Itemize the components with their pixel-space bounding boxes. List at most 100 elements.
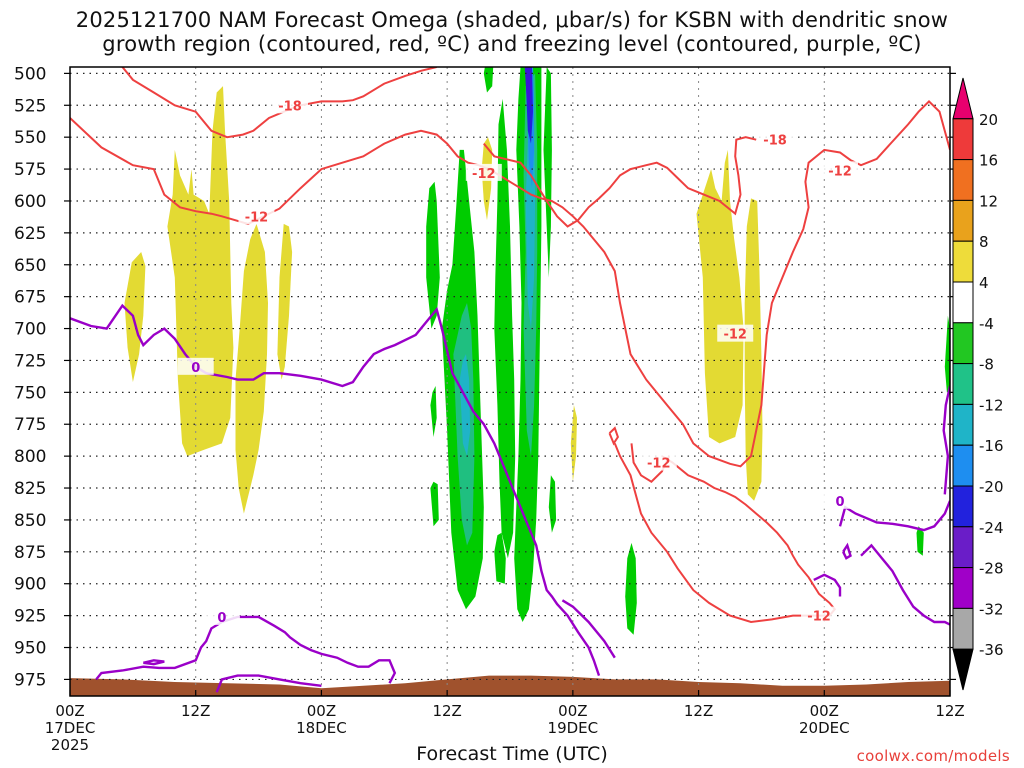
y-tick-label-600: 600 bbox=[14, 192, 46, 212]
omega-region-20 bbox=[944, 315, 950, 393]
colorbar-swatch-2 bbox=[952, 159, 974, 201]
omega-region-18 bbox=[625, 542, 637, 635]
y-tick-label-525: 525 bbox=[14, 96, 46, 116]
omega-region-3 bbox=[277, 223, 293, 380]
colorbar-swatch-8 bbox=[952, 403, 974, 446]
x-tick-date-72: 20DEC bbox=[799, 719, 850, 737]
dgz-contour-label-0-3: -12 bbox=[828, 164, 852, 179]
dgz-contour-label-bg-0-3 bbox=[822, 161, 858, 179]
omega-region-7 bbox=[744, 198, 763, 501]
freezing-contour-label-1-0: 0 bbox=[217, 611, 226, 626]
freezing-contour-label-6-0: 0 bbox=[835, 495, 844, 510]
colorbar-label-4: 4 bbox=[979, 274, 989, 292]
freezing-contour-9 bbox=[860, 543, 950, 626]
credit-text[interactable]: coolwx.com/models bbox=[856, 747, 1010, 765]
x-tick-date-24: 18DEC bbox=[296, 719, 347, 737]
x-tick-label-12: 12Z bbox=[181, 702, 210, 720]
y-tick-label-625: 625 bbox=[14, 224, 46, 244]
dgz-contour-3 bbox=[608, 426, 620, 446]
plot-frame bbox=[69, 66, 951, 697]
x-tick-label-60: 12Z bbox=[684, 702, 713, 720]
freezing-contour-label-bg-0-0 bbox=[177, 357, 214, 375]
colorbar-swatch-12 bbox=[952, 567, 974, 609]
dgz-contour-label-bg-2-0 bbox=[801, 606, 838, 624]
dgz-contour-label-0-2: -12 bbox=[723, 328, 747, 343]
dgz-contour-label-bg-0-0 bbox=[238, 207, 275, 225]
omega-region-8 bbox=[426, 181, 440, 329]
y-tick-label-825: 825 bbox=[14, 479, 46, 499]
colorbar-swatch-3 bbox=[952, 199, 974, 242]
y-tick-label-500: 500 bbox=[14, 64, 46, 84]
freezing-contour-7 bbox=[842, 542, 852, 560]
colorbar-bottom-arrow bbox=[952, 648, 974, 691]
colorbar-label-8: -16 bbox=[979, 437, 1004, 455]
y-tick-label-700: 700 bbox=[14, 320, 46, 340]
terrain-surface bbox=[70, 675, 950, 696]
omega-region-16 bbox=[483, 67, 494, 93]
freezing-contour-4 bbox=[561, 599, 616, 659]
y-tick-label-750: 750 bbox=[14, 383, 46, 403]
omega-region-15 bbox=[543, 67, 552, 278]
freezing-contour-label-0-0: 0 bbox=[191, 361, 200, 376]
omega-region-17 bbox=[548, 475, 557, 533]
omega-region-5 bbox=[570, 405, 577, 482]
dgz-contour-label-bg-0-1 bbox=[465, 163, 502, 181]
y-axis: 500 525 550 575 600 625 650 675 700 725 750 775 800 8… bbox=[14, 64, 956, 690]
colorbar-label-3: 8 bbox=[979, 233, 989, 251]
dgz-contour-label-0-1: -12 bbox=[472, 167, 496, 182]
x-tick-label-84: 12Z bbox=[935, 702, 964, 720]
omega-region-13 bbox=[494, 98, 516, 559]
y-tick-label-575: 575 bbox=[14, 160, 46, 180]
colorbar-swatch-6 bbox=[952, 322, 974, 365]
x-tick-label-72: 00Z bbox=[810, 702, 839, 720]
colorbar-label-13: -36 bbox=[979, 641, 1004, 659]
x-tick-year-0: 2025 bbox=[51, 736, 89, 754]
y-tick-label-725: 725 bbox=[14, 351, 46, 371]
y-tick-label-950: 950 bbox=[14, 639, 46, 659]
y-tick-label-925: 925 bbox=[14, 607, 46, 627]
chart-title-line-2: growth region (contoured, red, ºC) and f… bbox=[102, 32, 922, 56]
y-tick-label-900: 900 bbox=[14, 575, 46, 595]
y-tick-label-875: 875 bbox=[14, 543, 46, 563]
colorbar-label-12: -32 bbox=[979, 600, 1004, 618]
freezing-contour-8 bbox=[942, 385, 950, 495]
omega-region-19 bbox=[916, 526, 924, 556]
freezing-contour-2 bbox=[143, 659, 165, 666]
y-tick-label-650: 650 bbox=[14, 256, 46, 276]
dgz-contour-label-2-0: -12 bbox=[807, 610, 831, 625]
freezing-contour-label-bg-1-0 bbox=[203, 607, 240, 625]
y-tick-label-975: 975 bbox=[14, 670, 46, 690]
omega-region-12 bbox=[494, 532, 506, 584]
freezing-contour-label-bg-6-0 bbox=[822, 491, 858, 509]
dgz-contour-label-bg-0-2 bbox=[717, 324, 754, 342]
dgz-contour-label-5-0: -18 bbox=[763, 134, 787, 149]
x-tick-label-36: 12Z bbox=[432, 702, 461, 720]
omega-region-1 bbox=[167, 86, 234, 457]
contour-layer bbox=[70, 67, 950, 693]
x-tick-label-24: 00Z bbox=[307, 702, 336, 720]
colorbar-swatch-10 bbox=[952, 485, 974, 528]
dgz-contour-2 bbox=[613, 443, 837, 624]
colorbar-swatch-7 bbox=[952, 363, 974, 405]
colorbar-label-5: -4 bbox=[979, 315, 994, 333]
freezing-contour-1 bbox=[95, 615, 397, 684]
colorbar-swatch-11 bbox=[952, 526, 974, 569]
omega-region-9 bbox=[430, 386, 437, 437]
colorbar-swatch-4 bbox=[952, 240, 974, 283]
freezing-contour-3 bbox=[215, 674, 322, 693]
dgz-contour-label-bg-1-0 bbox=[640, 453, 677, 471]
colorbar: 20 16 12 8 4 -4 -8 -12 -16 -20 -24 -28 -32 -36 bbox=[952, 77, 1004, 691]
colorbar-label-7: -12 bbox=[979, 396, 1004, 414]
dgz-contour-label-0-0: -12 bbox=[245, 210, 269, 225]
colorbar-label-6: -8 bbox=[979, 356, 994, 374]
dgz-contour-label-bg-5-0 bbox=[757, 130, 794, 148]
colorbar-top-arrow bbox=[952, 77, 974, 120]
colorbar-label-9: -20 bbox=[979, 478, 1004, 496]
colorbar-label-11: -28 bbox=[979, 560, 1004, 578]
omega-region-10 bbox=[430, 481, 439, 527]
omega-region-23 bbox=[459, 354, 471, 457]
x-tick-date-0: 17DEC bbox=[45, 719, 96, 737]
freezing-contour-5 bbox=[813, 573, 842, 597]
